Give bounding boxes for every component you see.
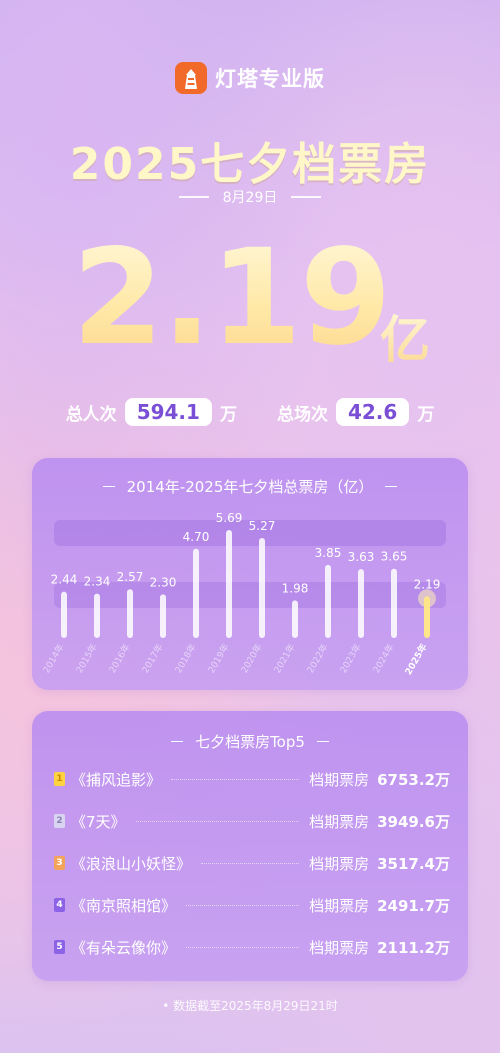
film-title: 《浪浪山小妖怪》: [71, 854, 192, 873]
brand-header: 灯塔专业版: [0, 60, 500, 96]
bar-label: 5.27: [249, 519, 276, 533]
x-tick-label: 2018年: [172, 642, 198, 676]
chart-title-row: 2014年-2025年七夕档总票房（亿）: [32, 476, 468, 497]
film-title: 《南京照相馆》: [71, 896, 177, 915]
divider: [291, 196, 322, 198]
screenings-label: 总场次: [276, 404, 328, 425]
value-label: 档期票房: [309, 854, 370, 873]
list-item: 2 《7天》 档期票房 3949.6万: [54, 808, 450, 834]
value-label: 档期票房: [309, 938, 370, 957]
box-office-value: 3517.4万: [377, 854, 450, 873]
film-title: 《7天》: [71, 812, 126, 831]
bar-2024年: [391, 568, 397, 638]
top5-panel: 七夕档票房Top5 1 《捕风追影》 档期票房 6753.2万 2 《7天》 档期票房 394…: [32, 711, 468, 981]
box-office-unit: 亿: [380, 311, 430, 369]
value-label: 档期票房: [309, 770, 370, 789]
x-tick-label: 2016年: [106, 642, 132, 676]
rank-badge: 1: [54, 772, 65, 786]
list-item: 1 《捕风追影》 档期票房 6753.2万: [54, 766, 450, 792]
film-title: 《捕风追影》: [71, 770, 162, 789]
bar-label: 3.65: [381, 550, 408, 564]
bar-2019年: [226, 530, 232, 638]
rank-badge: 5: [54, 940, 65, 954]
bar-2025年: [424, 596, 430, 638]
page-title: 2025七夕档票房: [69, 139, 431, 190]
dotted-leader: [186, 904, 300, 906]
dotted-leader: [201, 862, 300, 864]
bar-label: 5.69: [216, 511, 243, 525]
bar-2016年: [127, 589, 133, 638]
x-tick-label: 2025年: [402, 642, 429, 677]
bar-2014年: [61, 591, 67, 638]
bar-label: 2.30: [150, 575, 177, 589]
admissions-unit: 万: [219, 404, 237, 425]
list-item: 5 《有朵云像你》 档期票房 2111.2万: [54, 934, 450, 960]
value-label: 档期票房: [309, 812, 370, 831]
screenings-unit: 万: [417, 404, 435, 425]
value-label: 档期票房: [309, 896, 370, 915]
bar-2020年: [259, 537, 265, 638]
bar-chart: 2.44 2014年 2.34 2015年 2.57 2016年 2.30 2017年 4.70…: [40, 511, 446, 677]
admissions-label: 总人次: [65, 404, 117, 425]
box-office-value: 6753.2万: [377, 770, 450, 789]
box-office-value: 2491.7万: [377, 896, 450, 915]
x-tick-label: 2023年: [337, 642, 363, 676]
dotted-leader: [135, 820, 300, 822]
x-tick-label: 2019年: [205, 642, 231, 676]
list-item: 4 《南京照相馆》 档期票房 2491.7万: [54, 892, 450, 918]
bar-2017年: [160, 594, 166, 638]
bar-label: 2.34: [84, 575, 111, 589]
chart-band: [54, 520, 446, 546]
x-tick-label: 2017年: [139, 642, 165, 676]
box-office-value: 3949.6万: [377, 812, 450, 831]
list-item: 3 《浪浪山小妖怪》 档期票房 3517.4万: [54, 850, 450, 876]
dotted-leader: [171, 778, 300, 780]
bar-2023年: [358, 569, 364, 638]
lighthouse-icon: [175, 62, 207, 94]
box-office-total: 2.19: [72, 218, 392, 378]
bar-2018年: [193, 548, 199, 638]
x-tick-label: 2021年: [271, 642, 297, 676]
chart-band: [54, 582, 446, 608]
date-row: 8月29日: [0, 186, 500, 208]
bar-label: 2.19: [414, 577, 441, 591]
bar-label: 4.70: [183, 530, 210, 544]
bar-2021年: [292, 600, 298, 638]
bar-2022年: [325, 564, 331, 638]
bar-label: 3.63: [348, 550, 375, 564]
top5-title-row: 七夕档票房Top5: [32, 731, 468, 752]
footnote: • 数据截至2025年8月29日21时: [162, 999, 338, 1013]
x-tick-label: 2022年: [304, 642, 330, 676]
date-label: 8月29日: [222, 190, 278, 206]
bar-label: 3.85: [315, 546, 342, 560]
admissions-value: 594.1: [124, 398, 212, 426]
bar-2015年: [94, 593, 100, 638]
rank-badge: 3: [54, 856, 65, 870]
x-tick-label: 2015年: [73, 642, 99, 676]
x-tick-label: 2024年: [370, 642, 396, 676]
film-title: 《有朵云像你》: [71, 938, 177, 957]
dotted-leader: [186, 946, 300, 948]
box-office-value: 2111.2万: [377, 938, 450, 957]
stats-row: 总人次 594.1 万 总场次 42.6 万: [0, 395, 500, 429]
divider: [178, 196, 209, 198]
history-chart-panel: 2014年-2025年七夕档总票房（亿） 2.44 2014年 2.34 2015年 2…: [32, 458, 468, 690]
screenings-value: 42.6: [335, 398, 410, 426]
brand-name: 灯塔专业版: [215, 67, 325, 91]
rank-badge: 4: [54, 898, 65, 912]
top5-title: 七夕档票房Top5: [195, 733, 305, 751]
bar-label: 2.44: [51, 573, 78, 587]
rank-badge: 2: [54, 814, 65, 828]
bar-label: 1.98: [282, 581, 309, 595]
bar-label: 2.57: [117, 570, 144, 584]
chart-title: 2014年-2025年七夕档总票房（亿）: [126, 478, 374, 496]
x-tick-label: 2020年: [238, 642, 264, 676]
x-tick-label: 2014年: [40, 642, 66, 676]
